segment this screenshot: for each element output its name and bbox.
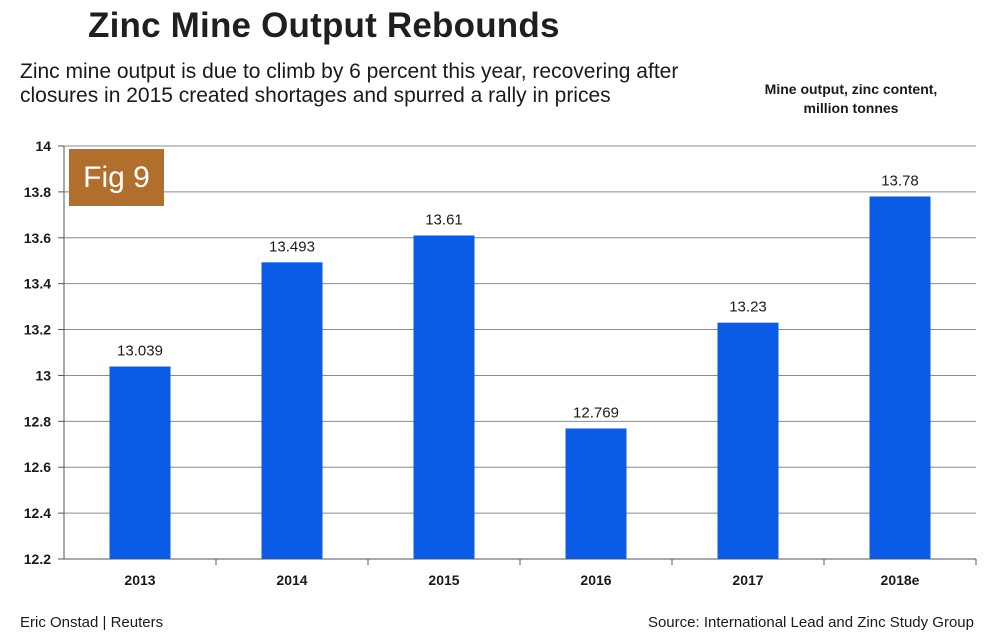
unit-label: Mine output, zinc content, million tonne…	[764, 81, 938, 116]
y-tick-label: 12.4	[24, 505, 51, 521]
y-tick-label: 13.8	[24, 184, 51, 200]
data-label-2015: 13.61	[425, 211, 463, 228]
bar-2015	[413, 235, 475, 559]
x-tick-label-2016: 2016	[580, 572, 611, 588]
data-label-2014: 13.493	[269, 238, 315, 255]
y-tick-label: 12.6	[24, 459, 51, 475]
y-tick-label: 14	[35, 138, 51, 154]
x-tick-label-2013: 2013	[124, 572, 155, 588]
x-tick-label-2015: 2015	[428, 572, 459, 588]
y-tick-label: 13.2	[24, 322, 51, 338]
y-tick-label: 13.6	[24, 230, 51, 246]
bar-2013	[109, 366, 171, 559]
source-text: Source: International Lead and Zinc Stud…	[647, 614, 974, 631]
x-tick-label-2018e: 2018e	[881, 572, 920, 588]
bar-2017	[717, 322, 779, 559]
y-tick-label: 12.2	[24, 551, 51, 567]
grid-lines	[64, 145, 976, 560]
y-tick-label: 13.4	[24, 276, 51, 292]
chart-subtitle: Zinc mine output is due to climb by 6 pe…	[20, 60, 679, 107]
y-tick-label: 12.8	[24, 413, 51, 429]
bar-2018e	[869, 196, 931, 559]
data-label-2013: 13.039	[117, 342, 163, 359]
credit-text: Eric Onstad | Reuters	[20, 614, 164, 631]
axes: 12.2 12.4 12.6 12.8 13 13.2 13.4 13.6 13.8 14 2013…	[24, 138, 977, 588]
chart-title: Zinc Mine Output Rebounds	[88, 6, 560, 45]
x-tick-label-2014: 2014	[276, 572, 307, 588]
data-label-2018e: 13.78	[881, 172, 919, 189]
bars	[109, 196, 931, 559]
bar-2014	[261, 262, 323, 559]
x-tick-label-2017: 2017	[732, 572, 763, 588]
value-labels: 13.039 13.493 13.61 12.769 13.23 13.78	[117, 172, 919, 421]
y-tick-label: 13	[35, 367, 51, 383]
fig-badge: Fig 9	[69, 149, 164, 206]
data-label-2017: 13.23	[729, 299, 767, 316]
bar-2016	[565, 428, 627, 559]
data-label-2016: 12.769	[573, 404, 619, 421]
